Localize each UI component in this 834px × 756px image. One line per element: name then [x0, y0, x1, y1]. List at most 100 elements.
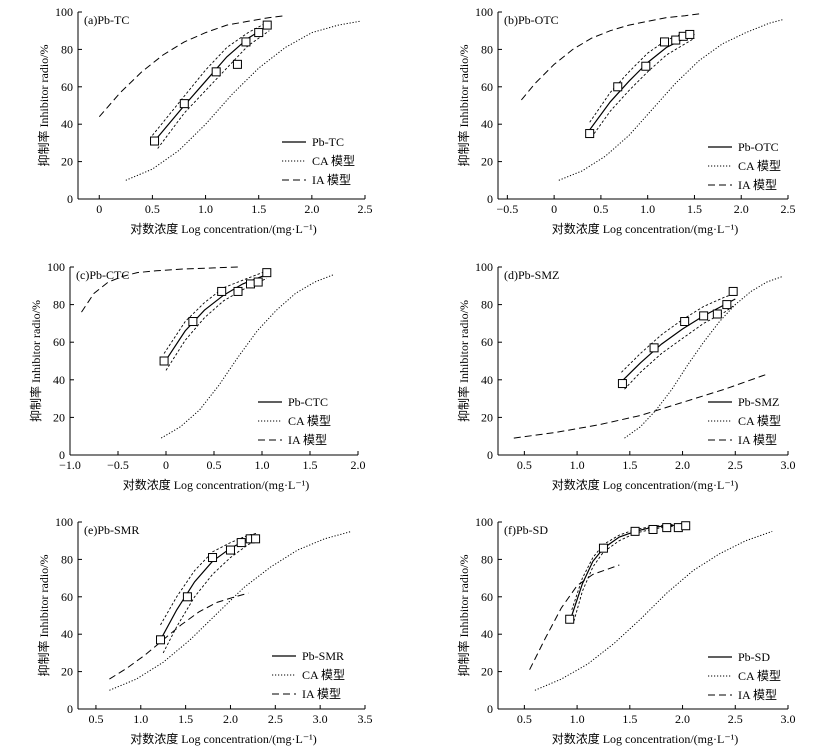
x-tick-label: 1.5	[178, 712, 193, 726]
series-line-dotted	[109, 530, 352, 691]
x-tick-label: 0	[163, 458, 169, 472]
series-line-solid	[154, 24, 270, 142]
data-point-marker	[233, 286, 243, 296]
series-line-lower-band	[165, 277, 267, 371]
data-point-marker	[262, 268, 272, 278]
y-tick-label: 40	[481, 117, 493, 131]
x-tick-label: 1.0	[570, 458, 585, 472]
legend-label: IA 模型	[288, 433, 327, 447]
data-point-marker	[613, 82, 623, 92]
legend-label: IA 模型	[738, 433, 777, 447]
panel-title: (c)Pb-CTC	[76, 268, 129, 282]
data-point-marker	[685, 29, 695, 39]
y-tick-label: 0	[59, 448, 65, 462]
legend-label: IA 模型	[738, 178, 777, 192]
legend-label: Pb-OTC	[738, 140, 779, 154]
x-tick-label: 0.5	[88, 712, 103, 726]
legend-label: Pb-TC	[312, 135, 344, 149]
x-tick-label: −0.5	[107, 458, 129, 472]
legend-label: CA 模型	[738, 414, 781, 428]
y-tick-label: 40	[481, 373, 493, 387]
x-tick-label: 1.0	[198, 202, 213, 216]
data-point-marker	[681, 521, 691, 531]
y-tick-label: 60	[481, 590, 493, 604]
y-tick-label: 20	[481, 410, 493, 424]
y-tick-label: 80	[53, 298, 65, 312]
data-point-marker	[648, 524, 658, 534]
data-point-marker	[660, 37, 670, 47]
data-point-marker	[617, 379, 627, 389]
x-tick-label: 1.5	[622, 458, 637, 472]
y-tick-label: 40	[61, 117, 73, 131]
y-tick-label: 100	[55, 515, 73, 529]
x-tick-label: 0.5	[207, 458, 222, 472]
y-tick-label: 20	[481, 155, 493, 169]
data-point-marker	[712, 309, 722, 319]
data-point-marker	[182, 592, 192, 602]
data-point-marker	[253, 277, 263, 287]
y-tick-label: 100	[475, 515, 493, 529]
chart-panel-4: 0.5 1.0 1.5 2.0 2.5 3.0 0 20 40 60 80 100 对数浓度 Log c…	[456, 260, 796, 492]
legend-label: IA 模型	[312, 173, 351, 187]
legend-label: IA 模型	[738, 688, 777, 702]
x-tick-label: 2.0	[675, 712, 690, 726]
y-tick-label: 20	[61, 155, 73, 169]
x-tick-label: −0.5	[496, 202, 518, 216]
series-line-dotted	[624, 275, 783, 439]
x-tick-label: 0.5	[145, 202, 160, 216]
legend-label: CA 模型	[738, 669, 781, 683]
y-tick-label: 100	[55, 5, 73, 19]
y-tick-label: 0	[67, 192, 73, 206]
legend: Pb-SD CA 模型 IA 模型	[708, 650, 781, 702]
series-line-upper-band	[589, 30, 695, 123]
series-line-dashed	[98, 15, 286, 118]
legend-label: Pb-CTC	[288, 395, 328, 409]
x-tick-label: 2.0	[223, 712, 238, 726]
data-point-marker	[649, 343, 659, 353]
data-point-marker	[236, 538, 246, 548]
series-line-dashed	[529, 564, 620, 670]
data-point-marker	[156, 635, 166, 645]
series-line-upper-band	[571, 523, 686, 611]
x-tick-label: 0	[96, 202, 102, 216]
data-point-marker	[630, 526, 640, 536]
data-point-marker	[673, 523, 683, 533]
y-tick-label: 100	[475, 260, 493, 274]
data-point-marker	[232, 59, 242, 69]
y-axis-label: 抑制率 Inhibitor radio/%	[36, 555, 51, 677]
series-line-lower-band	[573, 525, 686, 622]
data-point-marker	[262, 20, 272, 30]
x-axis-label: 对数浓度 Log concentration/(mg·L⁻¹)	[552, 477, 739, 492]
x-axis-label: 对数浓度 Log concentration/(mg·L⁻¹)	[552, 731, 739, 746]
y-axis-label: 抑制率 Inhibitor radio/%	[36, 45, 51, 167]
x-tick-label: 0.5	[593, 202, 608, 216]
x-tick-label: 2.5	[268, 712, 283, 726]
y-tick-label: 0	[487, 702, 493, 716]
legend-label: CA 模型	[288, 414, 331, 428]
series-line-dashed	[81, 266, 239, 313]
series-line-lower-band	[624, 304, 736, 390]
x-axis-label: 对数浓度 Log concentration/(mg·L⁻¹)	[123, 477, 310, 492]
y-tick-label: 80	[61, 42, 73, 56]
y-axis-label: 抑制率 Inhibitor radio/%	[456, 555, 471, 677]
y-tick-label: 60	[61, 590, 73, 604]
x-tick-label: 3.0	[313, 712, 328, 726]
legend: Pb-SMR CA 模型 IA 模型	[272, 649, 345, 701]
x-tick-label: 1.0	[640, 202, 655, 216]
legend-label: Pb-SD	[738, 650, 770, 664]
y-tick-label: 20	[481, 665, 493, 679]
series-line-dotted	[160, 274, 335, 439]
data-point-marker	[179, 99, 189, 109]
series-line-dotted	[125, 20, 360, 181]
series-line-lower-band	[162, 540, 258, 654]
x-tick-label: −1.0	[59, 458, 81, 472]
series-line-dashed	[513, 373, 768, 439]
data-point-marker	[217, 286, 227, 296]
data-point-marker	[728, 286, 738, 296]
x-tick-label: 1.0	[570, 712, 585, 726]
legend: Pb-SMZ CA 模型 IA 模型	[708, 395, 781, 447]
data-point-marker	[251, 534, 261, 544]
data-point-marker	[641, 61, 651, 71]
panel-title: (b)Pb-OTC	[504, 13, 559, 27]
y-tick-label: 80	[481, 298, 493, 312]
